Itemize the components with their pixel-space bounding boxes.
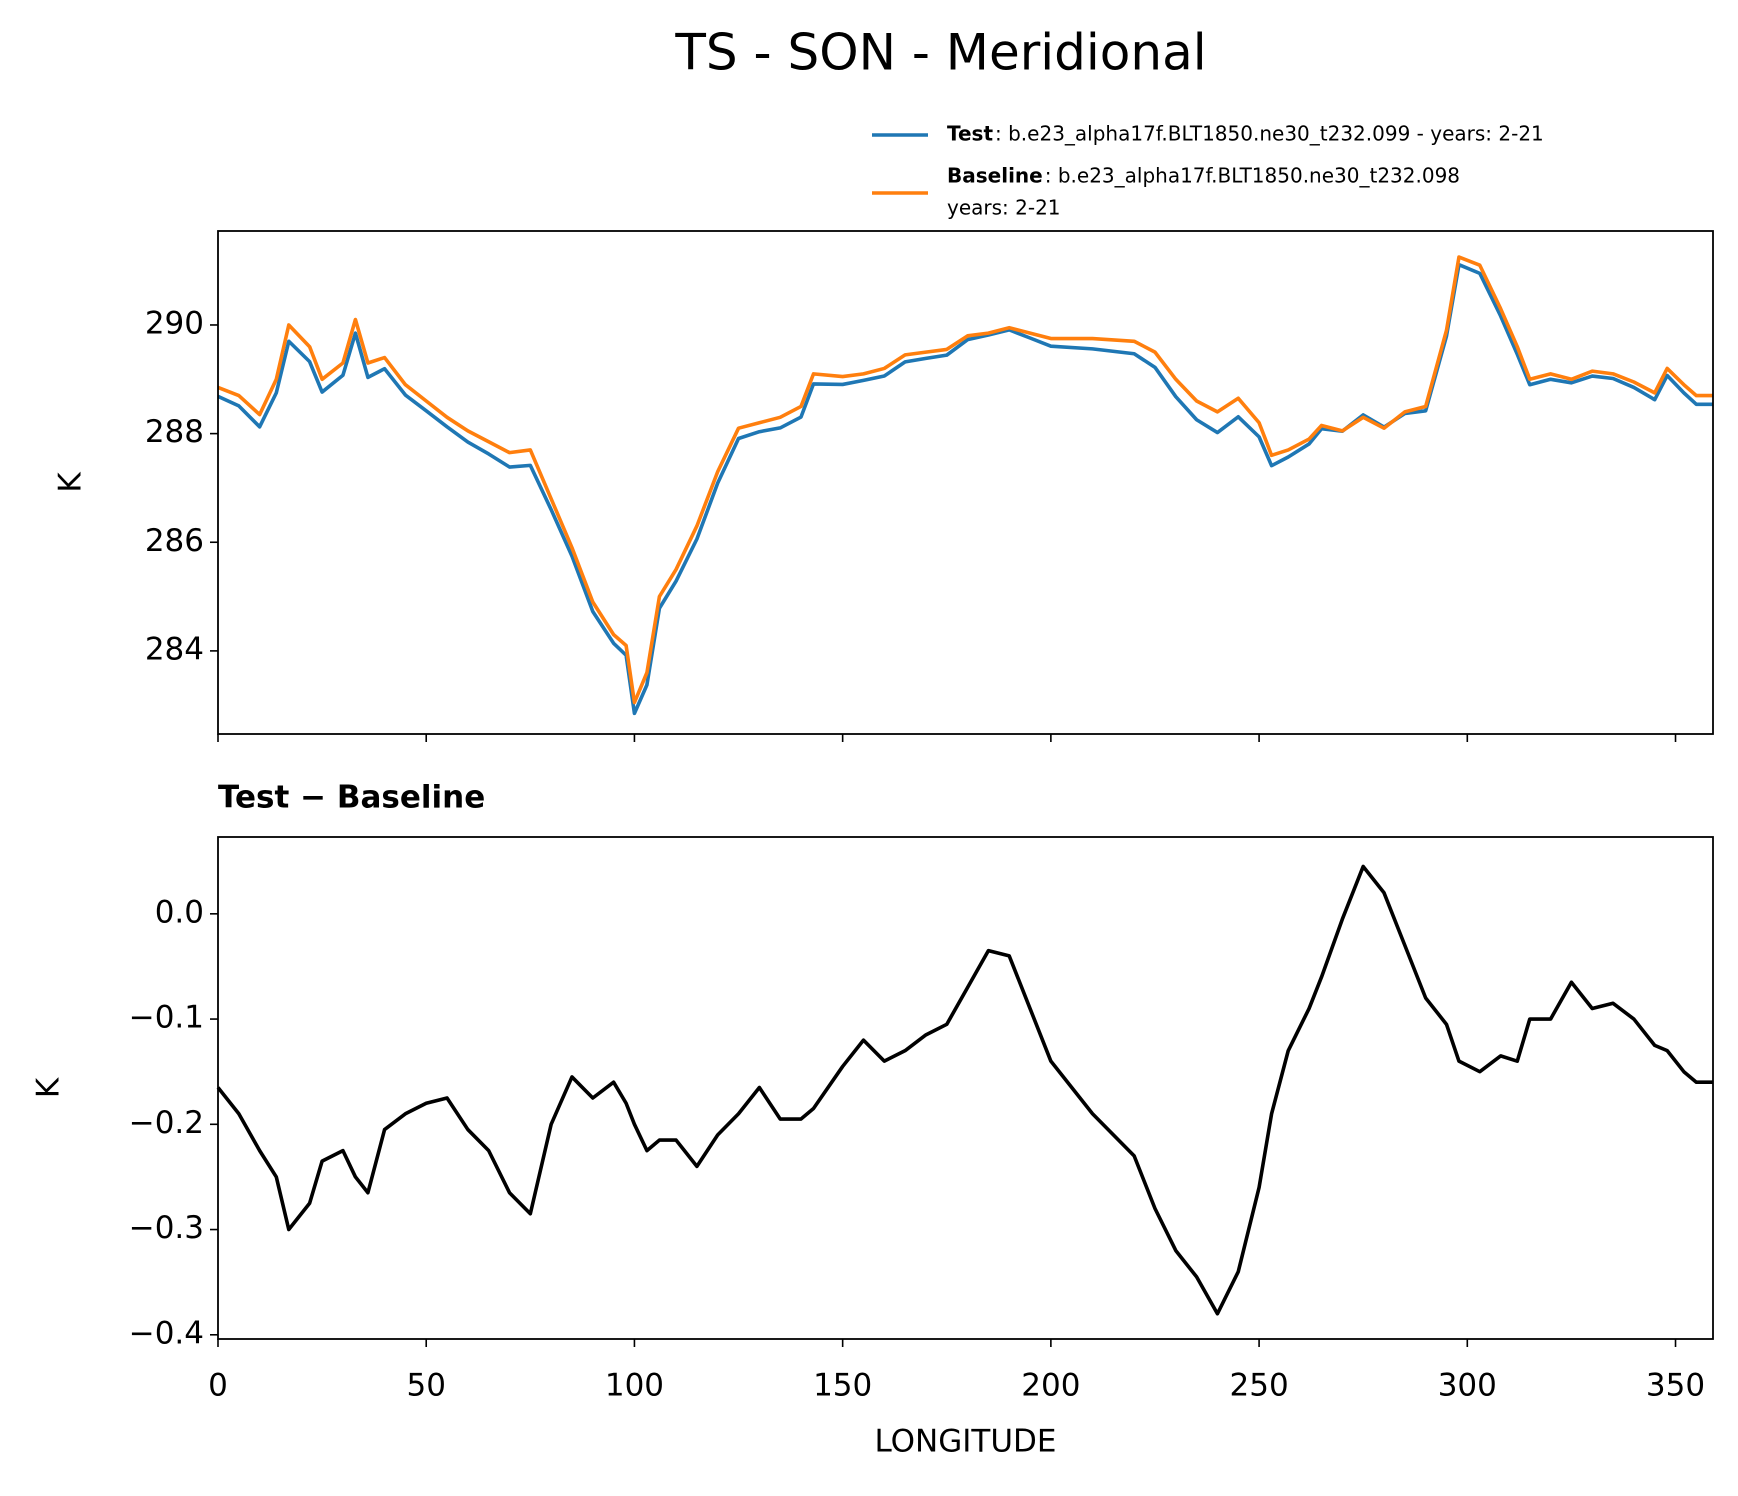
x-tick-label: 100 — [605, 1368, 664, 1404]
legend-name: Baseline — [947, 164, 1043, 188]
y-tick-label: −0.3 — [129, 1210, 204, 1246]
axes-frame — [217, 836, 1714, 1340]
legend-text: years: 2-21 — [947, 196, 1061, 220]
y-tick-label: 290 — [145, 305, 204, 341]
x-tick-label: 0 — [208, 1368, 228, 1404]
y-tick-label: −0.2 — [129, 1105, 204, 1141]
y-tick-label: 0.0 — [155, 894, 204, 930]
y-axis-label: K — [31, 1077, 67, 1098]
y-axis-label: K — [53, 472, 89, 493]
x-tick-label: 250 — [1230, 1368, 1289, 1404]
y-tick-label: 284 — [145, 631, 204, 667]
y-tick-label: 288 — [145, 414, 204, 450]
x-tick-label: 50 — [406, 1368, 445, 1404]
x-axis-label: LONGITUDE — [874, 1424, 1056, 1460]
x-tick-label: 150 — [813, 1368, 872, 1404]
x-tick-label: 350 — [1646, 1368, 1705, 1404]
subplot-title: Test − Baseline — [218, 780, 485, 816]
y-tick-label: −0.1 — [129, 1000, 204, 1036]
y-tick-label: −0.4 — [129, 1315, 204, 1351]
x-tick-label: 200 — [1021, 1368, 1080, 1404]
x-tick-label: 300 — [1438, 1368, 1497, 1404]
legend-name: Test — [947, 122, 993, 146]
data-line — [216, 864, 1713, 1316]
legend-text: : b.e23_alpha17f.BLT1850.ne30_t232.099 -… — [995, 122, 1544, 146]
figure-title: TS - SON - Meridional — [674, 24, 1206, 82]
data-line — [217, 255, 1713, 705]
legend-text: : b.e23_alpha17f.BLT1850.ne30_t232.098 — [1045, 164, 1460, 188]
axes-frame — [217, 230, 1714, 735]
y-tick-label: 286 — [145, 523, 204, 559]
data-line — [217, 262, 1713, 716]
